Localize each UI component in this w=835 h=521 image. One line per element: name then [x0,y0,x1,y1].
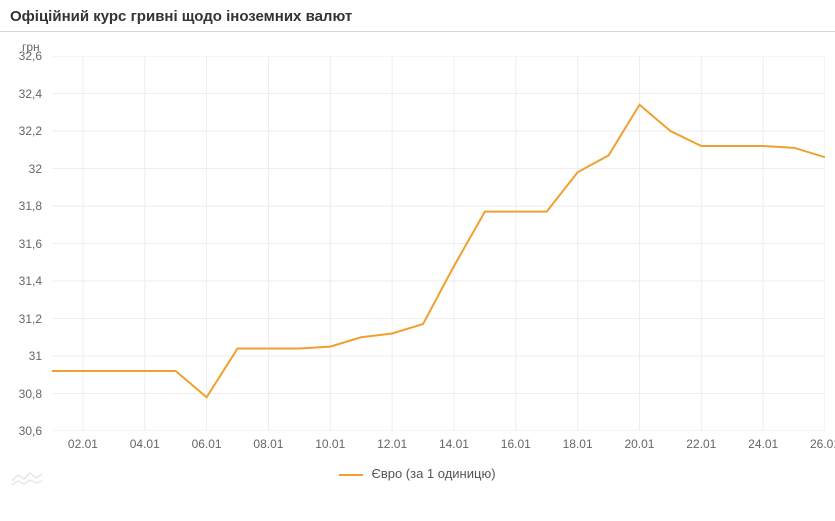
legend-swatch [339,474,363,476]
x-tick-label: 10.01 [315,437,345,451]
series-euro [52,105,825,398]
gridlines [52,56,825,431]
y-tick-label: 31,8 [19,199,42,213]
x-tick-label: 06.01 [192,437,222,451]
x-tick-label: 20.01 [624,437,654,451]
x-axis-labels: 02.01 04.01 06.01 08.01 10.01 12.01 14.01 16.01… [52,437,825,455]
y-tick-label: 31,2 [19,312,42,326]
x-tick-label: 22.01 [686,437,716,451]
line-chart-svg [52,56,825,431]
zoom-brush-icon[interactable] [10,469,44,487]
y-tick-label: 31,6 [19,237,42,251]
y-tick-label: 32,4 [19,87,42,101]
y-axis-labels: 32,632,432,23231,831,631,431,23130,830,6 [0,56,48,431]
x-tick-label: 24.01 [748,437,778,451]
y-tick-label: 31 [29,349,42,363]
x-tick-label: 18.01 [563,437,593,451]
x-tick-label: 16.01 [501,437,531,451]
y-tick-label: 32,2 [19,124,42,138]
y-tick-label: 31,4 [19,274,42,288]
x-tick-label: 08.01 [253,437,283,451]
legend: Євро (за 1 одиницю) [0,466,835,481]
plot-region[interactable] [52,56,825,431]
chart-container: Офіційний курс гривні щодо іноземних вал… [0,0,835,521]
x-tick-label: 26.01 [810,437,835,451]
x-tick-label: 02.01 [68,437,98,451]
x-tick-label: 12.01 [377,437,407,451]
x-tick-label: 14.01 [439,437,469,451]
chart-title: Офіційний курс гривні щодо іноземних вал… [0,0,835,31]
y-tick-label: 30,8 [19,387,42,401]
y-tick-label: 30,6 [19,424,42,438]
legend-label: Євро (за 1 одиницю) [371,466,495,481]
x-tick-label: 04.01 [130,437,160,451]
y-tick-label: 32,6 [19,49,42,63]
y-tick-label: 32 [29,162,42,176]
chart-area: грн 32,632,432,23231,831,631,431,23130,8… [0,31,835,491]
